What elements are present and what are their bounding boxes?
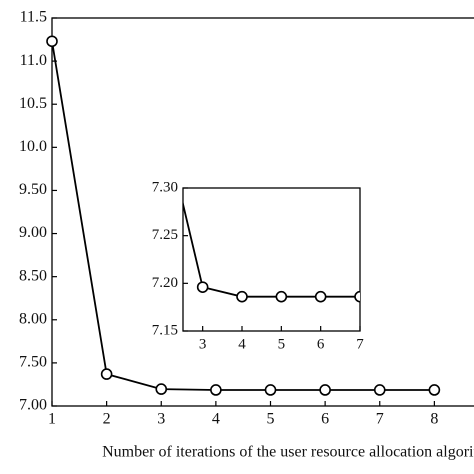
x-tick-label: 4 [238,336,246,352]
y-tick-label: 7.25 [152,227,178,243]
x-tick-label: 7 [376,411,384,428]
y-tick-label: 8.50 [19,267,47,284]
y-tick-label: 7.20 [152,275,178,291]
y-tick-label: 11.5 [20,9,47,26]
y-tick-label: 10.5 [19,95,47,112]
data-line [51,41,435,391]
y-tick-label: 7.50 [19,354,47,371]
y-tick-label: 11.0 [20,52,47,69]
y-tick-label: 10.0 [19,138,47,155]
x-tick-label: 4 [212,411,220,428]
x-tick-label: 3 [199,336,207,352]
data-point [319,384,331,396]
data-point [155,383,168,395]
x-axis-label: Number of iterations of the user resourc… [102,444,474,461]
data-point [196,281,209,293]
data-point [100,368,113,380]
y-tick-label: 9.00 [19,224,47,241]
data-point [275,290,288,303]
x-tick-label: 8 [430,411,438,428]
inset-background [183,188,360,331]
plot-frame [182,187,361,332]
y-tick-label: 9.50 [19,181,47,198]
x-tick-label: 6 [317,336,325,352]
x-tick-label: 6 [321,411,329,428]
plot-area [46,35,441,396]
x-tick-label: 5 [267,411,275,428]
x-tick-label: 3 [157,411,165,428]
data-line [183,200,360,298]
x-tick-label: 1 [48,411,56,428]
data-point [373,384,386,396]
data-point [46,35,58,48]
x-tick-label: 2 [103,411,111,428]
y-tick-label: 8.00 [19,310,47,327]
data-point [314,290,327,303]
x-tick-label: 7 [356,336,364,352]
data-point [158,116,168,126]
data-point [236,290,248,303]
data-point [210,384,222,396]
y-tick-label: 7.00 [19,397,47,414]
data-point [428,384,441,396]
y-tick-label: 7.30 [152,179,178,195]
data-point [264,384,277,396]
y-tick-label: 7.15 [152,322,178,338]
data-point [354,290,360,303]
x-tick-label: 5 [278,336,286,352]
plot-area [158,116,360,303]
